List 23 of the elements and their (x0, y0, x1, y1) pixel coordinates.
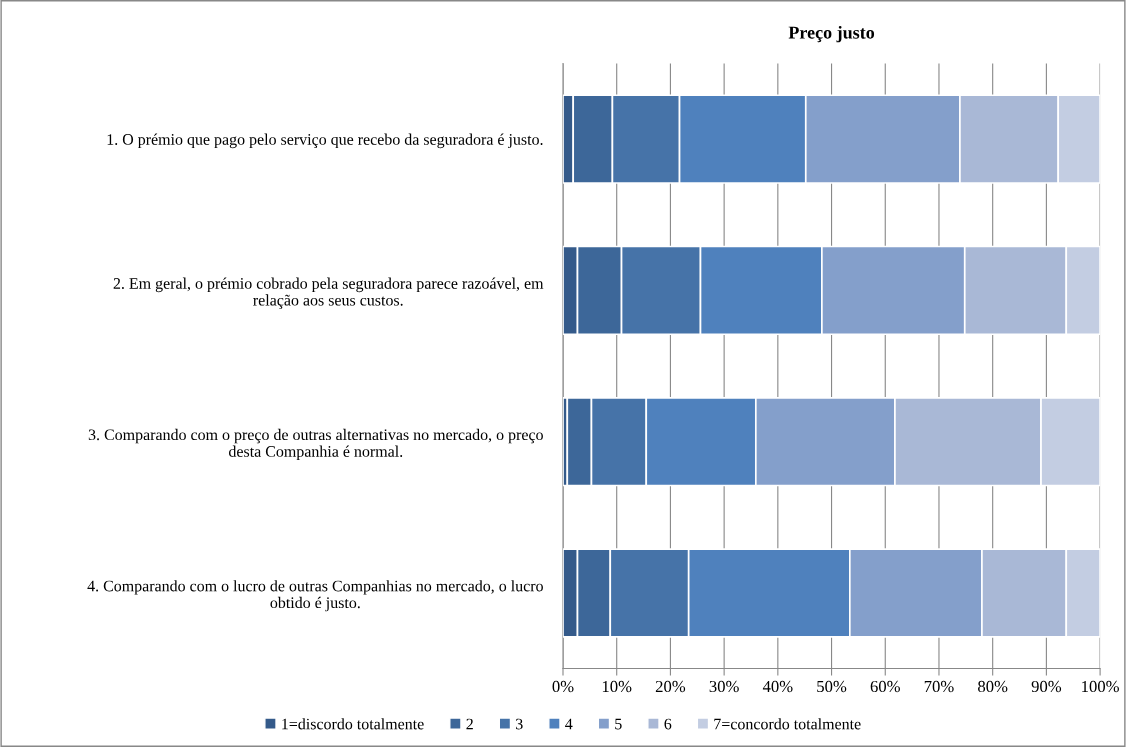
chart-title: Preço justo (788, 25, 875, 43)
x-tick-label: 70% (924, 680, 954, 693)
y-tick-label: 1. O prémio que pago pelo serviço que recebo da seguradora é justo. (107, 133, 543, 149)
x-tick-label: 60% (870, 680, 900, 693)
x-tick-label: 10% (602, 680, 632, 693)
x-tick-label: 30% (709, 680, 739, 693)
x-tick-label: 80% (978, 680, 1008, 693)
legend-label: 4 (565, 718, 573, 730)
legend-label: 6 (664, 718, 672, 730)
legend-label: 3 (516, 718, 523, 730)
x-tick-label: 90% (1031, 680, 1062, 693)
legend-label: 1=discordo totalmente (282, 718, 424, 730)
y-tick-label: 4. Comparando com o lucro de outras Companhias no mercado, o lucro obtido é justo. (87, 580, 543, 612)
legend-label: 2 (466, 718, 473, 730)
x-tick-label: 20% (655, 680, 686, 693)
x-tick-label: 40% (762, 680, 793, 693)
y-tick-label: 3. Comparando com o preço de outras alternativas no mercado, o preço desta Companhia é normal. (88, 428, 543, 461)
y-tick-label: 2. Em geral, o prémio cobrado pela seguradora parece razoável, em relação aos seus custos. (113, 277, 544, 309)
x-tick-label: 100% (1082, 680, 1119, 693)
x-tick-label: 0% (552, 680, 574, 693)
x-tick-label: 50% (817, 680, 847, 693)
legend-label: 7=concordo totalmente (714, 718, 861, 730)
legend-label: 5 (615, 718, 622, 730)
